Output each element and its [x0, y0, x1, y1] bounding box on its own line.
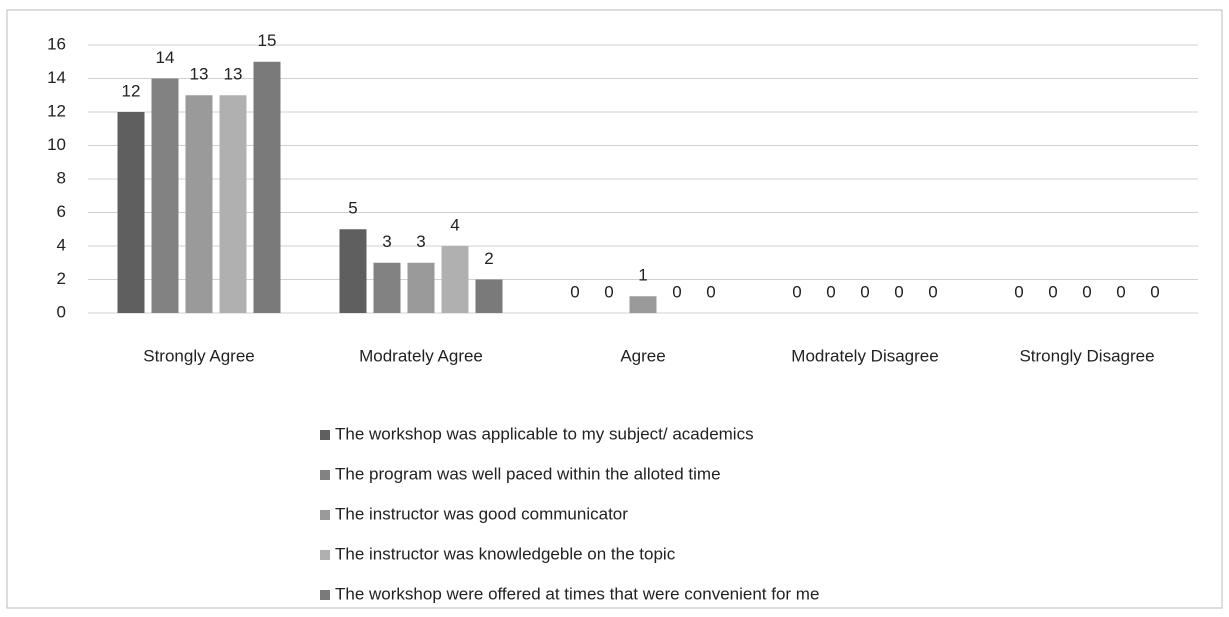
y-tick-label: 10: [47, 135, 66, 154]
data-label: 0: [672, 282, 681, 301]
legend-swatch: [320, 470, 330, 480]
data-label: 3: [416, 232, 425, 251]
y-tick-label: 6: [57, 202, 66, 221]
data-label: 1: [638, 266, 647, 285]
data-label: 0: [1014, 282, 1023, 301]
y-tick-label: 2: [57, 269, 66, 288]
data-label: 0: [1082, 282, 1091, 301]
bar: [629, 296, 657, 313]
y-tick-label: 8: [57, 168, 66, 187]
legend-swatch: [320, 510, 330, 520]
y-tick-label: 16: [47, 34, 66, 53]
data-label: 3: [382, 232, 391, 251]
x-tick-label: Modrately Agree: [359, 346, 483, 365]
bar: [407, 262, 435, 313]
data-label: 0: [604, 282, 613, 301]
x-tick-label: Strongly Agree: [143, 346, 255, 365]
legend-label: The workshop were offered at times that …: [335, 584, 819, 603]
data-label: 0: [1048, 282, 1057, 301]
data-label: 5: [348, 199, 357, 218]
data-label: 0: [706, 282, 715, 301]
y-tick-label: 14: [47, 68, 66, 87]
data-label: 0: [826, 282, 835, 301]
bar: [441, 246, 469, 313]
data-label: 0: [928, 282, 937, 301]
legend-swatch: [320, 590, 330, 600]
bar: [339, 229, 367, 313]
data-label: 0: [860, 282, 869, 301]
data-label: 0: [570, 282, 579, 301]
bar: [475, 279, 503, 313]
y-tick-label: 4: [57, 235, 66, 254]
legend-label: The program was well paced within the al…: [335, 464, 721, 483]
data-label: 12: [122, 81, 141, 100]
bar: [117, 112, 145, 313]
data-label: 14: [156, 48, 175, 67]
data-label: 0: [792, 282, 801, 301]
data-label: 0: [1150, 282, 1159, 301]
bar: [185, 95, 213, 313]
data-label: 0: [1116, 282, 1125, 301]
bar: [253, 61, 281, 313]
legend-label: The instructor was knowledgeble on the t…: [335, 544, 676, 563]
y-tick-label: 12: [47, 101, 66, 120]
legend-swatch: [320, 550, 330, 560]
y-tick-label: 0: [57, 302, 66, 321]
legend-label: The instructor was good communicator: [335, 504, 628, 523]
legend-swatch: [320, 430, 330, 440]
x-tick-label: Modrately Disagree: [791, 346, 938, 365]
data-label: 13: [190, 65, 209, 84]
bar: [151, 78, 179, 313]
legend-label: The workshop was applicable to my subjec…: [335, 424, 754, 443]
data-label: 0: [894, 282, 903, 301]
data-label: 2: [484, 249, 493, 268]
data-label: 13: [224, 65, 243, 84]
x-tick-label: Strongly Disagree: [1019, 346, 1154, 365]
x-tick-label: Agree: [620, 346, 665, 365]
bar: [373, 262, 401, 313]
data-label: 4: [450, 215, 459, 234]
bar: [219, 95, 247, 313]
data-label: 15: [258, 31, 277, 50]
